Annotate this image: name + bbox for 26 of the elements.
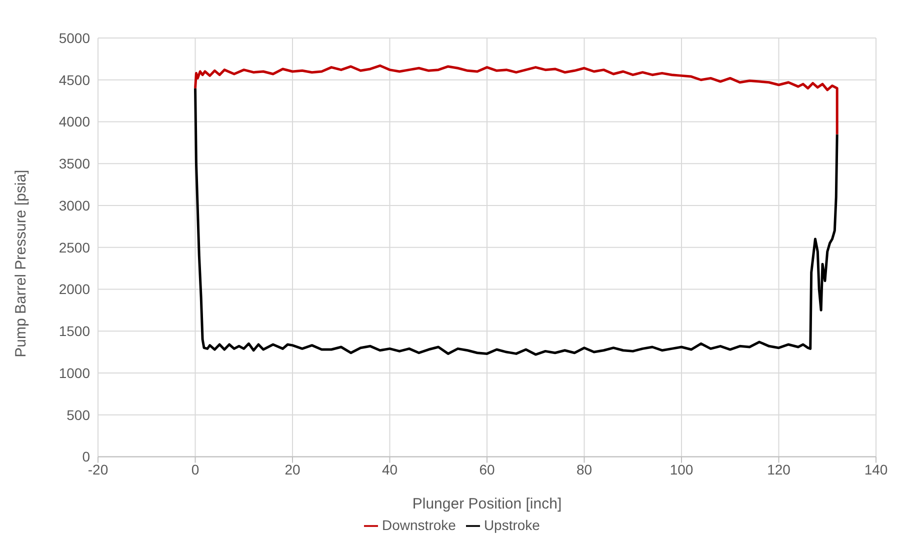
- y-tick-label: 3000: [58, 197, 90, 214]
- y-tick-label: 2500: [58, 239, 90, 256]
- y-tick-label: 1500: [58, 323, 90, 340]
- x-tick-label: 140: [864, 462, 888, 478]
- x-tick-label: -20: [88, 462, 108, 478]
- y-tick-label: 2000: [58, 281, 90, 298]
- y-tick-label: 3500: [58, 156, 90, 172]
- x-tick-label: 0: [191, 462, 200, 478]
- line-series: [194, 64, 838, 136]
- y-tick-label: 5000: [58, 30, 90, 46]
- y-tick-label: 4000: [58, 114, 90, 130]
- x-tick-label: 20: [284, 462, 300, 478]
- legend-label: Upstroke: [484, 516, 540, 533]
- x-tick-label: 120: [767, 462, 791, 478]
- line-series: [194, 86, 838, 356]
- x-tick-label: 100: [670, 462, 694, 478]
- y-tick-label: 1000: [58, 364, 90, 381]
- x-tick-label: 40: [382, 462, 398, 478]
- y-tick-label: 500: [66, 406, 90, 423]
- y-axis-title: Pump Barrel Pressure [psia]: [12, 170, 30, 358]
- x-axis-title: Plunger Position [inch]: [412, 496, 562, 513]
- y-tick-label: 4500: [58, 72, 90, 88]
- y-tick-label: 0: [82, 448, 90, 465]
- legend-label: Downstroke: [382, 516, 456, 533]
- x-tick-label: 80: [576, 462, 592, 478]
- x-tick-label: 60: [479, 462, 495, 478]
